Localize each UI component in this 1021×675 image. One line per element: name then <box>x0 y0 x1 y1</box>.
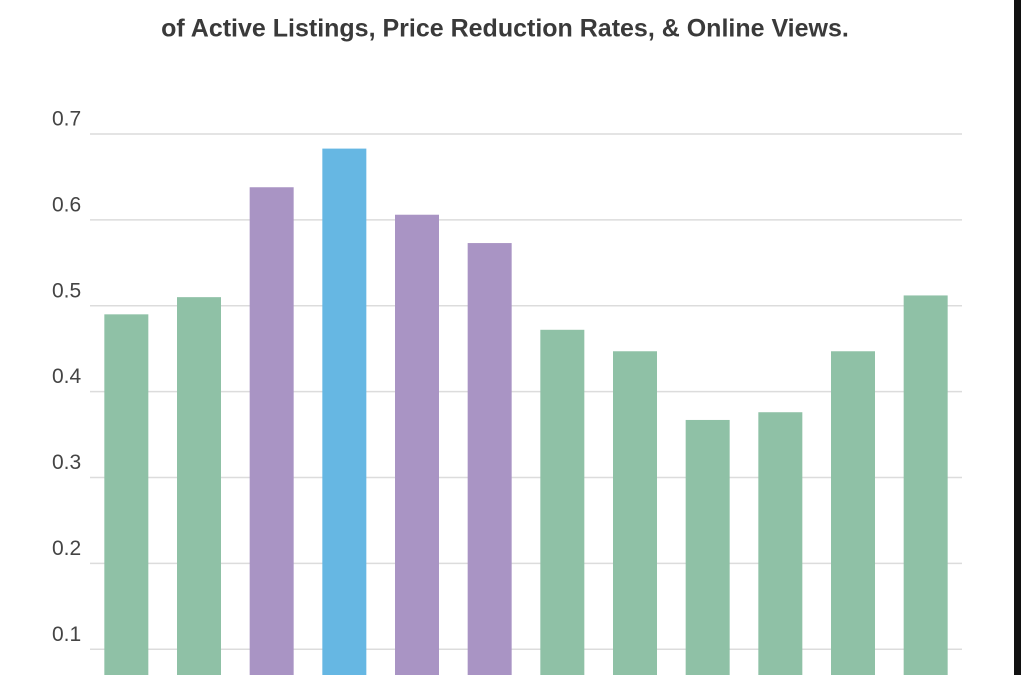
bar <box>903 295 948 675</box>
bar <box>685 419 730 675</box>
bar <box>540 329 585 675</box>
bar <box>467 243 512 675</box>
bar <box>249 187 294 675</box>
y-tick-label: 0.1 <box>52 623 81 646</box>
y-tick-label: 0.4 <box>52 365 82 388</box>
y-tick-label: 0.7 <box>52 108 81 131</box>
bar <box>322 148 367 675</box>
y-tick-label: 0.2 <box>52 537 81 560</box>
bar <box>395 214 439 675</box>
chart-title: of Active Listings, Price Reduction Rate… <box>161 15 849 43</box>
bar <box>177 297 221 675</box>
y-tick-label: 0.5 <box>52 279 81 302</box>
y-tick-label: 0.6 <box>52 193 81 216</box>
bar <box>831 351 875 675</box>
bar <box>104 314 149 675</box>
bar <box>758 412 803 675</box>
frame-edge <box>1014 0 1021 675</box>
bar <box>613 351 657 675</box>
y-tick-label: 0.3 <box>52 451 81 474</box>
